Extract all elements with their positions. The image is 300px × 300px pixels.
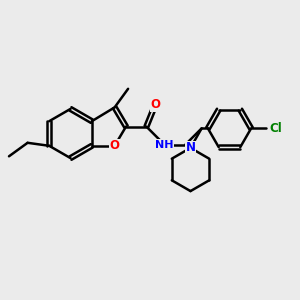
Text: NH: NH	[155, 140, 174, 150]
Text: Cl: Cl	[269, 122, 282, 135]
Text: O: O	[110, 139, 120, 152]
Text: O: O	[150, 98, 161, 111]
Text: N: N	[185, 141, 196, 154]
